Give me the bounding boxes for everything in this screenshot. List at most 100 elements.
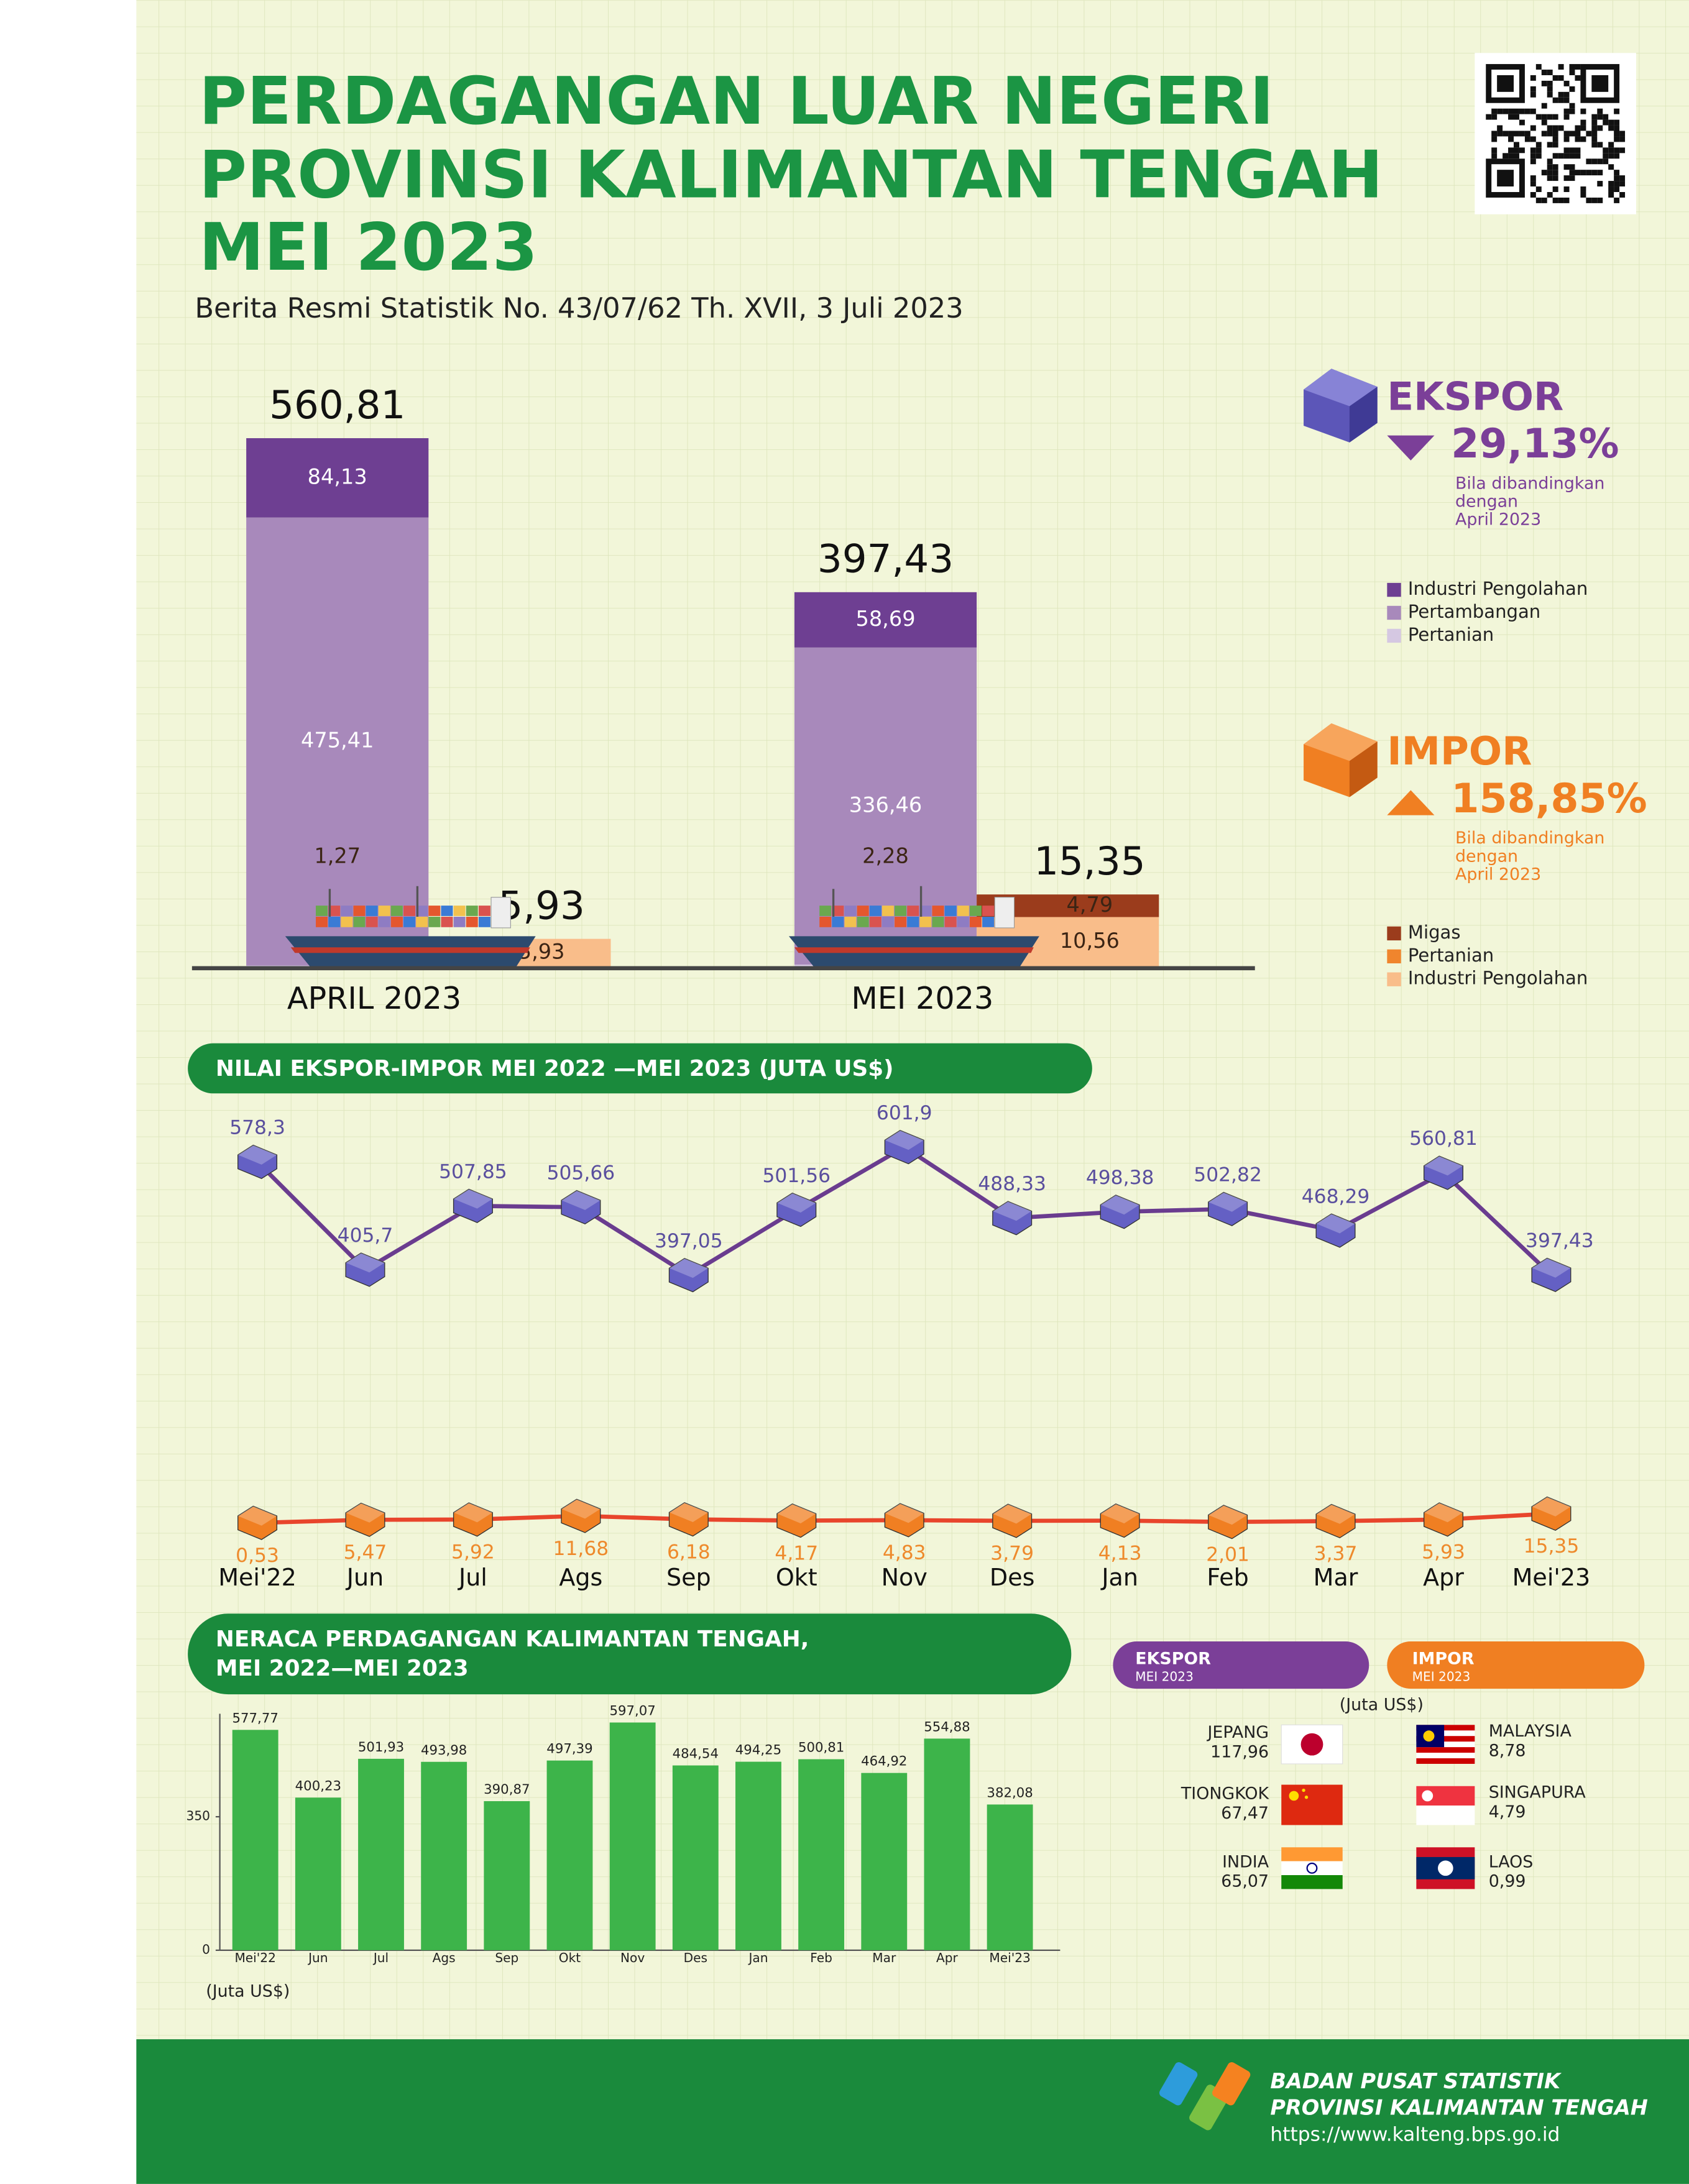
value-label: 468,29: [1302, 1185, 1370, 1208]
ship-container: [341, 906, 353, 916]
qr-module: [1575, 131, 1581, 137]
qr-module: [1575, 64, 1581, 70]
qr-module: [1569, 170, 1575, 176]
qr-module: [1524, 131, 1530, 137]
country-name: TIONGKOK: [1180, 1784, 1270, 1804]
qr-module: [1597, 181, 1603, 187]
qr-module: [1614, 186, 1620, 192]
qr-module: [1552, 170, 1558, 176]
marker: [1208, 1191, 1248, 1226]
ship-container: [919, 917, 932, 927]
legend-swatch: [1387, 926, 1401, 941]
legend-label: Pertanian: [1408, 624, 1494, 645]
qr-module: [1519, 147, 1525, 154]
x-tick-label: Jan: [747, 1950, 768, 1965]
x-tick-label: Apr: [1423, 1564, 1464, 1591]
qr-module: [1563, 114, 1570, 120]
marker-top: [885, 1130, 924, 1150]
y-tick-label: 0: [202, 1942, 210, 1957]
qr-module: [1535, 114, 1542, 120]
qr-module: [1591, 119, 1598, 126]
qr-module: [1514, 147, 1519, 154]
x-tick-label: Feb: [1207, 1564, 1248, 1591]
ship-hull-stripe: [290, 947, 530, 953]
qr-module: [1530, 181, 1536, 187]
ship-container: [844, 917, 857, 927]
ship-container: [378, 906, 390, 916]
value-label: 405,7: [338, 1224, 393, 1247]
ship-container: [932, 906, 944, 916]
partner-label: IMPOR: [1412, 1649, 1475, 1669]
x-tick-label: Jul: [372, 1950, 389, 1965]
partner-label: EKSPOR: [1135, 1649, 1211, 1669]
qr-module: [1497, 131, 1503, 137]
ship-container: [819, 906, 832, 916]
legend-label: Industri Pengolahan: [1408, 578, 1588, 599]
qr-module: [1508, 114, 1514, 120]
qr-module: [1535, 153, 1542, 159]
qr-module: [1591, 197, 1598, 203]
ship-illustration: [285, 886, 536, 967]
value-label: 493,98: [421, 1743, 467, 1758]
value-label: 382,08: [987, 1786, 1033, 1801]
summary-note: dengan: [1455, 492, 1518, 512]
qr-module: [1597, 142, 1603, 148]
qr-module: [1552, 131, 1558, 137]
ship-container: [881, 906, 894, 916]
footer-url[interactable]: https://www.kalteng.bps.go.id: [1270, 2124, 1560, 2146]
value-label: 601,9: [877, 1102, 932, 1124]
qr-module: [1603, 119, 1609, 126]
ship-illustration: [788, 886, 1039, 967]
x-tick-label: Ags: [559, 1564, 602, 1591]
chart-title: MEI 2022—MEI 2023: [216, 1656, 469, 1681]
value-label: 15,35: [1524, 1535, 1580, 1558]
legend-label: Pertanian: [1408, 945, 1494, 966]
qr-module: [1563, 164, 1570, 170]
qr-module: [1580, 170, 1586, 176]
qr-module: [1519, 119, 1525, 126]
value-label: 11,68: [553, 1538, 609, 1560]
qr-module: [1497, 125, 1503, 131]
marker: [1423, 1155, 1463, 1190]
marker-top: [237, 1145, 277, 1165]
qr-module: [1586, 170, 1592, 176]
value-label: 497,39: [546, 1741, 592, 1757]
x-tick-label: Jul: [458, 1564, 487, 1591]
qr-module: [1597, 114, 1603, 120]
qr-module: [1541, 119, 1547, 126]
qr-module: [1608, 153, 1614, 159]
value-label: 502,82: [1194, 1164, 1262, 1186]
value-label: 397,05: [655, 1230, 723, 1252]
flag: [1281, 1847, 1343, 1889]
x-tick-label: Mei'22: [218, 1564, 297, 1591]
qr-module: [1535, 186, 1542, 192]
marker-top: [346, 1503, 385, 1523]
bar: [358, 1758, 404, 1950]
x-tick-label: MEI 2023: [851, 980, 993, 1016]
ship-container: [969, 917, 982, 927]
ship-container: [969, 906, 982, 916]
qr-module: [1575, 136, 1581, 142]
marker-top: [669, 1502, 709, 1523]
qr-module: [1547, 191, 1553, 198]
bar: [484, 1801, 530, 1950]
ship-container: [881, 917, 894, 927]
value-label: 58,69: [855, 607, 915, 631]
partner-unit: (Juta US$): [1340, 1695, 1424, 1714]
marker: [1531, 1496, 1572, 1531]
qr-module: [1535, 142, 1542, 148]
ship-container: [403, 917, 416, 927]
legend-swatch: [1387, 582, 1401, 597]
legend-swatch: [1387, 949, 1401, 963]
value-label: 464,92: [861, 1754, 907, 1769]
qr-module: [1569, 64, 1575, 70]
ship-container: [907, 906, 919, 916]
qr-module: [1508, 147, 1514, 154]
ship-container: [366, 917, 378, 927]
marker-top: [561, 1190, 601, 1210]
marker: [1100, 1503, 1140, 1538]
value-label: 2,01: [1206, 1543, 1249, 1566]
x-tick-label: Jan: [1100, 1564, 1138, 1591]
value-label: 4,79: [1067, 892, 1113, 917]
chart-title: NERACA PERDAGANGAN KALIMANTAN TENGAH,: [216, 1627, 809, 1652]
